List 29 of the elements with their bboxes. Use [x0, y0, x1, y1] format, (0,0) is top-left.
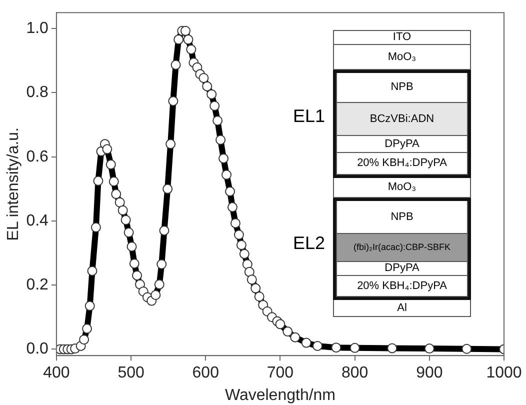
x-tick-label: 1000	[486, 364, 522, 382]
x-tick-label: 600	[192, 364, 220, 382]
annotation: EL1	[293, 106, 326, 127]
annotation: BCzVBi:ADN	[336, 103, 468, 136]
annotation: MoO₃	[333, 45, 471, 70]
annotation: NPB	[336, 73, 468, 103]
y-tick-label: 0.8	[26, 84, 49, 102]
annotation: MoO₃	[333, 178, 471, 198]
y-tick-label: 0.0	[26, 340, 49, 358]
annotation: NPB	[336, 201, 468, 234]
x-tick-label: 500	[118, 364, 144, 382]
x-axis-title: Wavelength/nm	[224, 386, 336, 404]
annotation: (fbi)₂Ir(acac):CBP-SBFK	[336, 234, 468, 262]
annotation: Al	[333, 300, 471, 317]
annotation: DPyPA	[336, 262, 468, 276]
annotation: EL2	[293, 233, 326, 254]
annotation: 20% KBH₄:DPyPA	[336, 153, 468, 175]
y-tick-label: 1.0	[26, 20, 49, 38]
x-tick-label: 800	[341, 364, 368, 382]
annotation: ITO	[333, 30, 471, 45]
y-tick-label: 0.2	[26, 276, 49, 294]
annotation: DPyPA	[336, 136, 468, 153]
x-tick-label: 400	[43, 364, 70, 382]
y-tick-label: 0.4	[26, 212, 49, 230]
y-axis-title: EL intensity/a.u.	[5, 127, 22, 241]
annotation: 20% KBH₄:DPyPA	[336, 276, 468, 297]
x-tick-label: 900	[416, 364, 443, 382]
x-tick-label: 700	[266, 364, 294, 382]
y-tick-label: 0.6	[26, 148, 49, 166]
